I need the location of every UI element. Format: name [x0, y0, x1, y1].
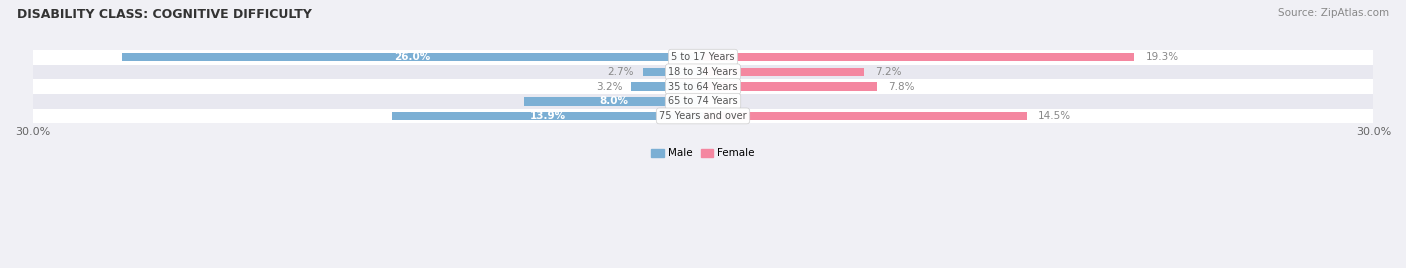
Bar [392, 112, 703, 120]
Text: DISABILITY CLASS: COGNITIVE DIFFICULTY: DISABILITY CLASS: COGNITIVE DIFFICULTY [17, 8, 312, 21]
Text: 3.2%: 3.2% [596, 81, 623, 92]
Text: 75 Years and over: 75 Years and over [659, 111, 747, 121]
Bar [122, 53, 703, 61]
Bar [32, 65, 1374, 79]
Text: 8.0%: 8.0% [599, 96, 628, 106]
Text: 5 to 17 Years: 5 to 17 Years [671, 52, 735, 62]
Text: 19.3%: 19.3% [1146, 52, 1178, 62]
Bar [32, 50, 1374, 65]
Text: 14.5%: 14.5% [1038, 111, 1071, 121]
Text: 13.9%: 13.9% [530, 111, 565, 121]
Bar [703, 68, 863, 76]
Bar [703, 112, 1026, 120]
Bar [32, 94, 1374, 109]
Bar [32, 109, 1374, 123]
Bar [643, 68, 703, 76]
Text: 26.0%: 26.0% [394, 52, 430, 62]
Text: 7.8%: 7.8% [889, 81, 915, 92]
Text: 0.0%: 0.0% [714, 96, 741, 106]
Text: 35 to 64 Years: 35 to 64 Years [668, 81, 738, 92]
Text: 18 to 34 Years: 18 to 34 Years [668, 67, 738, 77]
Text: 65 to 74 Years: 65 to 74 Years [668, 96, 738, 106]
Bar [703, 82, 877, 91]
Bar [703, 53, 1135, 61]
Bar [524, 97, 703, 106]
Bar [32, 79, 1374, 94]
Text: Source: ZipAtlas.com: Source: ZipAtlas.com [1278, 8, 1389, 18]
Legend: Male, Female: Male, Female [651, 148, 755, 158]
Text: 2.7%: 2.7% [607, 67, 634, 77]
Bar [631, 82, 703, 91]
Text: 7.2%: 7.2% [875, 67, 901, 77]
